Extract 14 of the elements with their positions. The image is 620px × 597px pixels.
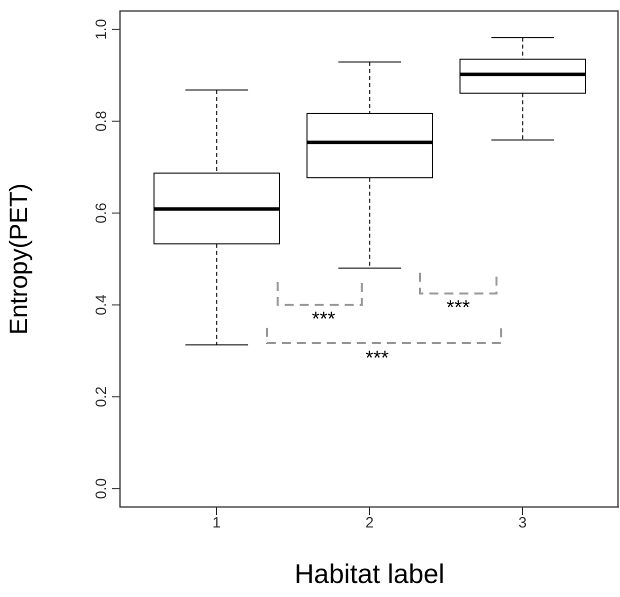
x-axis-title: Habitat label xyxy=(294,559,445,589)
x-tick-label: 3 xyxy=(518,514,527,532)
y-tick-label: 0.2 xyxy=(93,386,110,408)
x-tick-label: 2 xyxy=(365,514,374,532)
y-tick-label: 1.0 xyxy=(93,18,110,40)
y-tick-label: 0.8 xyxy=(93,110,110,132)
annotation: *** xyxy=(365,348,390,370)
y-tick-label: 0.0 xyxy=(93,478,110,500)
y-tick-label: 0.6 xyxy=(93,202,110,224)
x-tick-label: 1 xyxy=(212,514,221,532)
annotation: *** xyxy=(446,297,470,320)
y-tick-label: 0.4 xyxy=(93,294,110,316)
y-axis-title: Entropy(PET) xyxy=(4,183,33,335)
annotation: *** xyxy=(312,308,336,331)
